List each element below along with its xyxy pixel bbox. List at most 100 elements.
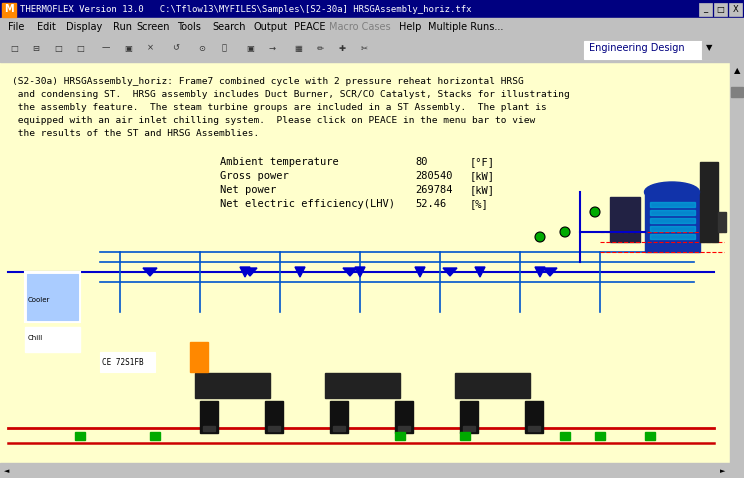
Text: 🖨: 🖨 [222, 43, 226, 53]
Bar [0, 36, 744, 62]
Text: Engineering Design: Engineering Design [589, 43, 684, 53]
Bar [699, 3, 712, 16]
Text: ►: ► [720, 468, 725, 474]
Bar [714, 3, 727, 16]
Bar [0, 0, 744, 18]
Text: (S2-30a) HRSGAssembly_horiz: Frame7 combined cycle with 2 pressure reheat horizo: (S2-30a) HRSGAssembly_horiz: Frame7 comb… [12, 77, 524, 86]
Text: ↺: ↺ [173, 43, 179, 53]
Text: Net power: Net power [220, 185, 276, 195]
Bar [650, 234, 695, 239]
Polygon shape [535, 267, 545, 277]
Polygon shape [415, 267, 425, 277]
Bar [70, 40, 90, 60]
Polygon shape [295, 267, 305, 277]
Text: ▼: ▼ [706, 43, 712, 53]
Bar [118, 40, 138, 60]
Text: Multiple Runs...: Multiple Runs... [428, 22, 503, 32]
Bar [195, 373, 270, 398]
Bar [75, 432, 85, 440]
Text: 52.46: 52.46 [415, 199, 446, 209]
Bar [354, 40, 374, 60]
Bar [650, 210, 695, 215]
Text: [kW]: [kW] [470, 185, 495, 195]
Polygon shape [543, 268, 557, 276]
Text: ▣: ▣ [124, 43, 132, 53]
Text: Display: Display [66, 22, 103, 32]
Bar [333, 426, 345, 431]
Bar [702, 41, 716, 59]
Text: □: □ [76, 43, 84, 53]
Bar [96, 40, 116, 60]
Polygon shape [343, 268, 357, 276]
Circle shape [560, 227, 570, 237]
Text: Cooler: Cooler [28, 297, 51, 303]
Polygon shape [443, 268, 457, 276]
Text: Macro Cases: Macro Cases [329, 22, 391, 32]
Bar [645, 432, 655, 440]
Bar [0, 18, 744, 36]
Polygon shape [243, 268, 257, 276]
Bar [395, 401, 413, 433]
Circle shape [590, 207, 600, 217]
Text: equipped with an air inlet chilling system.  Please click on PEACE in the menu b: equipped with an air inlet chilling syst… [12, 116, 535, 125]
Text: ⊙: ⊙ [199, 43, 205, 53]
Bar [192, 40, 212, 60]
Bar [398, 426, 410, 431]
Bar [0, 464, 14, 478]
Bar [650, 226, 695, 231]
Text: Gross power: Gross power [220, 171, 289, 181]
Polygon shape [240, 267, 250, 277]
Bar [310, 40, 330, 60]
Bar [150, 432, 160, 440]
Bar [27, 274, 78, 320]
Circle shape [535, 232, 545, 242]
Bar [268, 426, 280, 431]
Bar [203, 426, 215, 431]
Bar [729, 3, 742, 16]
Text: Help: Help [399, 22, 421, 32]
Text: ▲: ▲ [734, 66, 740, 76]
Text: PEACE: PEACE [294, 22, 325, 32]
Bar [1, 63, 729, 462]
Bar [528, 426, 540, 431]
Text: the assembly feature.  The steam turbine groups are included in a ST Assembly.  : the assembly feature. The steam turbine … [12, 103, 547, 112]
Text: Run: Run [113, 22, 132, 32]
Bar [645, 192, 700, 252]
Text: ▦: ▦ [294, 43, 302, 53]
Bar [455, 373, 530, 398]
Text: Tools: Tools [177, 22, 201, 32]
Text: □: □ [54, 43, 62, 53]
Text: ⊟: ⊟ [33, 43, 39, 53]
Bar [4, 40, 24, 60]
Bar [595, 432, 605, 440]
Text: Net electric efficiency(LHV): Net electric efficiency(LHV) [220, 199, 395, 209]
Bar [718, 212, 726, 232]
Polygon shape [355, 267, 365, 277]
Text: Ambient temperature: Ambient temperature [220, 157, 339, 167]
Bar [190, 342, 208, 372]
Text: _: _ [703, 4, 708, 13]
Text: —: — [102, 43, 110, 53]
Bar [25, 272, 80, 322]
Text: ✂: ✂ [361, 43, 368, 53]
Text: THERMOFLEX Version 13.0   C:\Tflow13\MYFILES\Samples\[S2-30a] HRSGAssembly_horiz: THERMOFLEX Version 13.0 C:\Tflow13\MYFIL… [20, 4, 472, 13]
Bar [0, 463, 744, 478]
Text: Screen: Screen [136, 22, 170, 32]
Bar [166, 40, 186, 60]
Bar [262, 40, 282, 60]
Text: ×: × [147, 43, 153, 53]
Bar [26, 40, 46, 60]
Text: 280540: 280540 [415, 171, 452, 181]
Text: ◄: ◄ [4, 468, 10, 474]
Text: the results of the ST and HRSG Assemblies.: the results of the ST and HRSG Assemblie… [12, 129, 259, 138]
Text: □: □ [716, 4, 725, 13]
Text: ▣: ▣ [246, 43, 254, 53]
Polygon shape [475, 267, 485, 277]
Bar [460, 401, 478, 433]
Bar [700, 162, 718, 242]
Bar [25, 327, 80, 352]
Text: Output: Output [253, 22, 287, 32]
Text: [kW]: [kW] [470, 171, 495, 181]
Bar [610, 197, 640, 242]
Text: File: File [8, 22, 25, 32]
